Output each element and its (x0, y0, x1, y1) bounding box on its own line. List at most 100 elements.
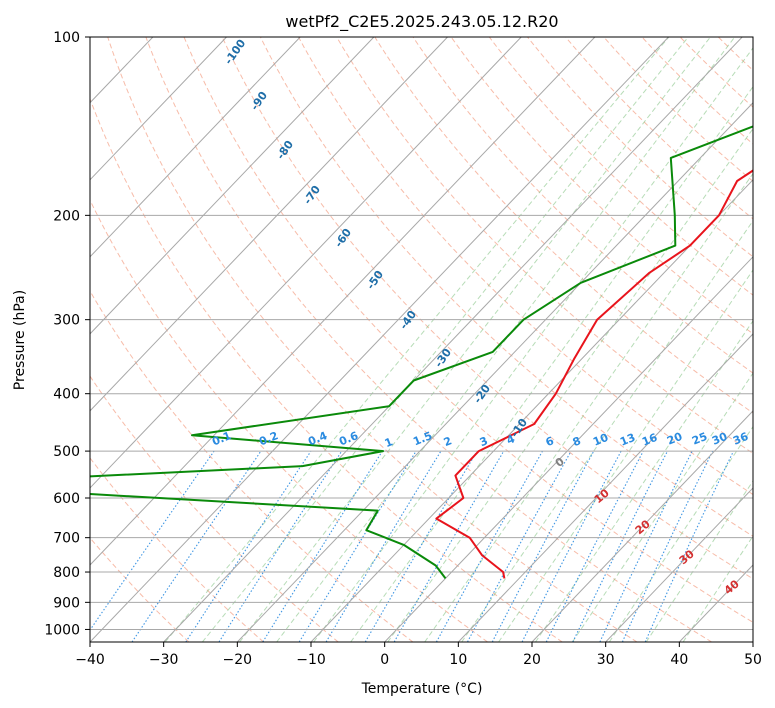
dry-adiabat-label: -100 (222, 37, 249, 67)
dry-adiabat (90, 537, 190, 642)
mixing-ratio-line (185, 450, 312, 642)
mixing-ratio-line (599, 450, 693, 642)
y-tick-label: 1000 (44, 622, 80, 638)
y-tick-label: 600 (53, 491, 80, 507)
x-tick-label: 0 (380, 652, 389, 668)
moist-adiabat-label: 10 (592, 486, 612, 506)
line-labels: -100-90-80-70-60-50-40-30-20-100.1 0.2 0.4… (210, 37, 750, 597)
isotherms (90, 37, 753, 642)
y-axis-label: Pressure (hPa) (12, 290, 28, 390)
y-tick-label: 700 (53, 531, 80, 547)
dry-adiabat (412, 37, 753, 374)
x-tick-label: 50 (744, 652, 762, 668)
isotherm (605, 487, 753, 642)
dry-adiabat (107, 37, 638, 642)
mixing-ratio-line (521, 450, 622, 642)
mixing-ratio-label: 30 (710, 430, 729, 448)
x-tick-label: 20 (523, 652, 541, 668)
y-tick-label: 400 (53, 387, 80, 403)
dry-adiabat (90, 457, 264, 642)
dry-adiabat (450, 37, 753, 335)
dry-adiabats (90, 37, 753, 642)
mixing-ratio-label: 1 (383, 435, 395, 450)
moist-adiabat-label: 0 (553, 455, 567, 470)
x-tick-label: 30 (597, 652, 615, 668)
dry-adiabat (259, 37, 753, 537)
x-tick-label: 40 (670, 652, 688, 668)
dry-adiabat (90, 97, 563, 642)
dry-adiabat-label: -80 (274, 138, 296, 162)
mixing-ratio-line (298, 450, 417, 642)
moist-adiabat (645, 480, 753, 642)
mixing-ratio-label: 16 (640, 431, 659, 449)
y-tick-label: 900 (53, 595, 80, 611)
moist-adiabat (461, 219, 753, 642)
moist-adiabat (682, 535, 753, 642)
mixing-ratio-label: 6 (544, 434, 556, 449)
dry-adiabat (145, 37, 712, 642)
moist-adiabat (164, 37, 670, 642)
moist-adiabat (202, 37, 689, 642)
moist-adiabat (239, 37, 711, 642)
isotherm (384, 256, 753, 642)
isotherm (90, 37, 522, 489)
plot-frame (89, 36, 754, 643)
y-axis: 100 200 300 400 500 600 700 800 900 1000 (44, 30, 90, 638)
dry-adiabat-label: -60 (332, 226, 354, 250)
dry-adiabat (183, 37, 753, 623)
moist-adiabat (313, 47, 753, 642)
x-tick-label: −20 (223, 652, 253, 668)
dry-adiabat-label: -50 (364, 268, 386, 292)
mixing-ratio-line (491, 450, 595, 642)
mixing-ratio-line (393, 450, 505, 642)
mixing-ratio-line (621, 450, 714, 642)
mixing-ratio-line (364, 450, 478, 642)
moist-adiabat (535, 320, 753, 642)
chart-title: wetPf2_C2E5.2025.243.05.12.R20 (285, 12, 558, 32)
mixing-ratio-label: 8 (571, 434, 583, 449)
dry-adiabat (565, 37, 753, 220)
x-tick-label: −40 (75, 652, 105, 668)
sounding-traces (90, 125, 753, 580)
mixing-ratio-line (644, 450, 734, 642)
x-axis: −40 −30 −20 −10 0 10 20 30 40 50 (75, 642, 762, 668)
isotherm (310, 179, 753, 642)
mixing-ratio-label: 0.2 (257, 429, 280, 448)
mixing-ratio-line (467, 450, 572, 642)
moist-adiabat (498, 269, 753, 642)
mixing-ratio-line (262, 450, 383, 642)
isotherm (752, 641, 753, 642)
x-axis-label: Temperature (°C) (361, 681, 483, 697)
dewpoint-trace (90, 125, 753, 580)
y-tick-label: 100 (53, 30, 80, 46)
isobars (90, 37, 753, 630)
isotherm (90, 37, 448, 412)
x-tick-label: 10 (449, 652, 467, 668)
mixing-ratio-label: 20 (665, 430, 684, 448)
isotherm (90, 37, 301, 258)
mixing-ratio-label: 1.5 (411, 429, 434, 448)
x-tick-label: −30 (149, 652, 179, 668)
dry-adiabat (603, 37, 753, 182)
isotherm (90, 37, 375, 335)
dry-adiabat (717, 37, 753, 71)
mixing-ratio-label: 25 (690, 430, 709, 448)
mixing-ratio-label: 10 (591, 431, 610, 449)
mixing-ratio-line (218, 450, 343, 642)
mixing-ratio-label: 3 (478, 434, 490, 449)
mixing-ratio-label: 13 (618, 431, 637, 449)
mixing-ratio-line (435, 450, 543, 642)
mixing-ratio-line (572, 450, 668, 642)
y-tick-label: 200 (53, 208, 80, 224)
isotherm (90, 37, 227, 181)
mixing-ratio-label: 36 (731, 430, 750, 448)
dry-adiabat (527, 37, 753, 258)
isotherm (163, 37, 743, 642)
y-tick-label: 300 (53, 313, 80, 329)
y-tick-label: 500 (53, 444, 80, 460)
isotherm (678, 564, 753, 642)
dry-adiabat (488, 37, 753, 296)
mixing-ratio-line (325, 450, 442, 642)
dry-adiabat-label: -40 (397, 308, 419, 332)
